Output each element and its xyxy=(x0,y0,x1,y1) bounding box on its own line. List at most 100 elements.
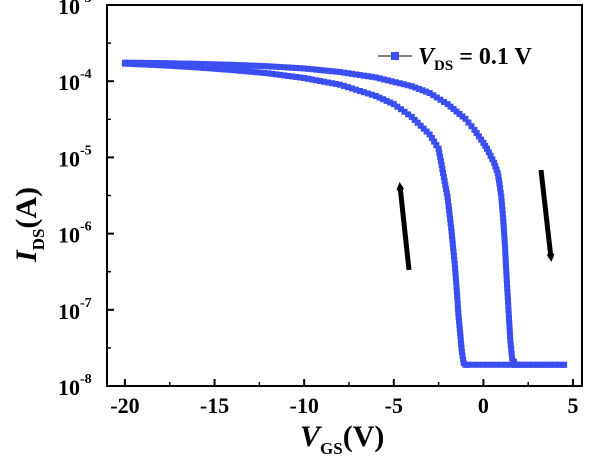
data-point xyxy=(197,60,204,67)
data-point xyxy=(446,207,453,214)
data-point xyxy=(494,170,501,177)
data-point xyxy=(321,67,328,74)
data-point xyxy=(516,361,523,368)
data-point xyxy=(281,64,288,71)
data-point xyxy=(352,71,359,78)
data-point xyxy=(466,361,473,368)
data-point xyxy=(217,66,224,73)
data-point xyxy=(437,96,444,103)
data-point xyxy=(133,59,140,66)
data-point xyxy=(430,92,437,99)
data-point xyxy=(165,60,172,67)
data-point xyxy=(225,61,232,68)
data-point xyxy=(460,356,467,363)
data-point xyxy=(437,153,444,160)
data-point xyxy=(480,139,487,146)
data-point xyxy=(333,68,340,75)
data-point xyxy=(456,325,463,332)
data-point xyxy=(441,178,448,185)
sweep-up-arrow xyxy=(396,182,412,271)
data-point xyxy=(505,302,512,309)
data-point xyxy=(498,194,505,201)
data-point xyxy=(484,361,491,368)
data-point xyxy=(380,76,387,83)
data-point xyxy=(529,361,536,368)
data-point xyxy=(305,75,312,82)
data-point xyxy=(428,135,435,142)
sweep-down-arrow xyxy=(538,169,555,262)
data-point xyxy=(400,81,407,88)
data-point xyxy=(209,65,216,72)
data-point xyxy=(352,86,359,93)
data-point xyxy=(504,293,511,300)
data-point xyxy=(503,267,510,274)
data-point xyxy=(412,84,419,91)
data-point xyxy=(221,66,228,73)
data-point xyxy=(500,222,507,229)
data-point xyxy=(333,80,340,87)
data-point xyxy=(265,70,272,77)
data-point xyxy=(273,71,280,78)
data-point xyxy=(496,180,503,187)
data-point xyxy=(313,66,320,73)
data-point xyxy=(454,297,461,304)
data-point xyxy=(387,99,394,106)
data-point xyxy=(383,97,390,104)
data-point xyxy=(525,361,532,368)
data-point xyxy=(552,361,559,368)
data-point xyxy=(534,361,541,368)
data-point xyxy=(261,63,268,70)
data-point xyxy=(457,333,464,340)
data-point xyxy=(237,62,244,69)
data-point xyxy=(269,63,276,70)
x-axis-title: VGS(V) xyxy=(300,420,384,458)
data-point xyxy=(501,230,508,237)
data-point xyxy=(364,90,371,97)
data-point xyxy=(446,211,453,218)
legend: VDS = 0.1 V xyxy=(378,44,532,74)
data-point xyxy=(185,60,192,67)
data-point xyxy=(376,75,383,82)
x-tick-label: -10 xyxy=(290,393,319,418)
data-point xyxy=(173,60,180,67)
data-point xyxy=(329,80,336,87)
data-point xyxy=(444,194,451,201)
data-point xyxy=(509,355,516,362)
y-axis-ticks: 10-8 10-7 10-6 10-5 10-4 10-3 xyxy=(58,0,114,400)
data-point xyxy=(297,65,304,72)
data-point xyxy=(157,60,164,67)
data-point xyxy=(201,64,208,71)
data-point xyxy=(497,185,504,192)
data-point xyxy=(454,301,461,308)
data-point xyxy=(455,310,462,317)
data-point xyxy=(503,280,510,287)
data-point xyxy=(364,73,371,80)
data-point xyxy=(499,202,506,209)
data-point xyxy=(426,131,433,138)
data-point xyxy=(452,270,459,277)
data-point xyxy=(495,177,502,184)
data-point xyxy=(213,61,220,68)
data-point xyxy=(444,101,451,108)
data-point xyxy=(356,87,363,94)
data-point xyxy=(285,72,292,79)
data-point xyxy=(431,138,438,145)
data-point xyxy=(492,163,499,170)
data-point xyxy=(301,65,308,72)
data-point xyxy=(372,74,379,81)
data-point xyxy=(213,65,220,72)
data-point xyxy=(390,101,397,108)
data-point xyxy=(405,111,412,118)
data-point xyxy=(506,328,513,335)
data-point xyxy=(457,337,464,344)
data-point xyxy=(360,89,367,96)
data-point xyxy=(491,159,498,166)
data-point xyxy=(153,60,160,67)
data-point xyxy=(313,77,320,84)
y-tick-label: 10-8 xyxy=(58,372,92,400)
data-point xyxy=(507,361,514,368)
y-tick-label: 10-4 xyxy=(58,67,92,95)
data-point xyxy=(507,337,514,344)
data-point xyxy=(394,103,401,110)
